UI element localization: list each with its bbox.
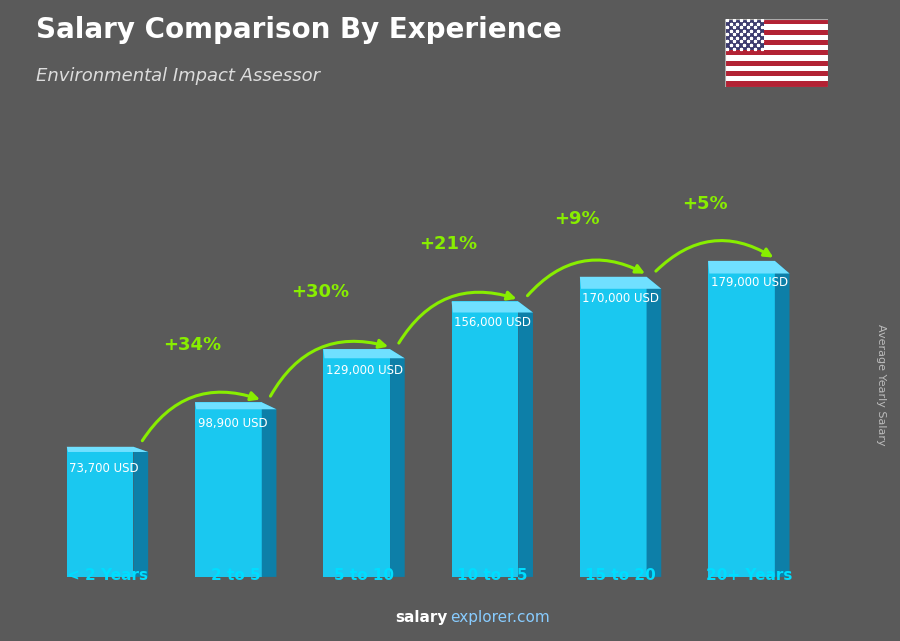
- Polygon shape: [580, 277, 662, 289]
- Text: 5 to 10: 5 to 10: [334, 568, 394, 583]
- Bar: [724, 76, 828, 81]
- Text: 170,000 USD: 170,000 USD: [582, 292, 660, 304]
- Text: 20+ Years: 20+ Years: [706, 568, 792, 583]
- Text: Environmental Impact Assessor: Environmental Impact Assessor: [36, 67, 320, 85]
- Text: +21%: +21%: [419, 235, 478, 253]
- Text: 15 to 20: 15 to 20: [585, 568, 656, 583]
- Polygon shape: [390, 349, 405, 577]
- FancyArrowPatch shape: [270, 340, 385, 396]
- Text: Salary Comparison By Experience: Salary Comparison By Experience: [36, 16, 562, 44]
- Text: 98,900 USD: 98,900 USD: [198, 417, 267, 430]
- Text: < 2 Years: < 2 Years: [67, 568, 148, 583]
- Polygon shape: [323, 349, 405, 358]
- Polygon shape: [67, 447, 133, 577]
- FancyArrowPatch shape: [656, 240, 770, 271]
- Text: Average Yearly Salary: Average Yearly Salary: [877, 324, 886, 445]
- Bar: [724, 61, 828, 66]
- Polygon shape: [646, 277, 662, 577]
- Text: explorer.com: explorer.com: [450, 610, 550, 625]
- Polygon shape: [195, 403, 262, 577]
- Polygon shape: [133, 447, 148, 577]
- Text: +5%: +5%: [682, 195, 728, 213]
- FancyArrowPatch shape: [399, 292, 513, 343]
- Bar: [724, 35, 828, 40]
- FancyArrowPatch shape: [142, 392, 256, 441]
- Bar: [724, 50, 828, 56]
- Polygon shape: [323, 349, 390, 577]
- Text: 179,000 USD: 179,000 USD: [711, 276, 788, 288]
- Bar: [724, 81, 828, 87]
- Bar: [724, 19, 828, 24]
- Bar: [724, 19, 764, 50]
- Polygon shape: [452, 301, 518, 577]
- Bar: [724, 24, 828, 29]
- Polygon shape: [708, 261, 789, 274]
- Text: salary: salary: [395, 610, 447, 625]
- Text: 2 to 5: 2 to 5: [211, 568, 261, 583]
- Bar: [724, 29, 828, 35]
- Polygon shape: [452, 301, 533, 313]
- Bar: [724, 56, 828, 61]
- Bar: [724, 40, 828, 45]
- Text: +9%: +9%: [554, 210, 599, 228]
- Bar: [724, 45, 828, 50]
- Text: 73,700 USD: 73,700 USD: [69, 462, 139, 474]
- Bar: [724, 66, 828, 71]
- Polygon shape: [67, 447, 148, 452]
- Text: 129,000 USD: 129,000 USD: [326, 364, 403, 377]
- Polygon shape: [195, 403, 276, 410]
- Text: +34%: +34%: [163, 336, 221, 354]
- Polygon shape: [262, 403, 276, 577]
- Polygon shape: [518, 301, 533, 577]
- Polygon shape: [775, 261, 789, 577]
- Text: +30%: +30%: [292, 283, 349, 301]
- Bar: [724, 71, 828, 76]
- Polygon shape: [580, 277, 646, 577]
- FancyArrowPatch shape: [527, 260, 642, 296]
- Text: 156,000 USD: 156,000 USD: [454, 317, 531, 329]
- Text: 10 to 15: 10 to 15: [457, 568, 527, 583]
- Polygon shape: [708, 261, 775, 577]
